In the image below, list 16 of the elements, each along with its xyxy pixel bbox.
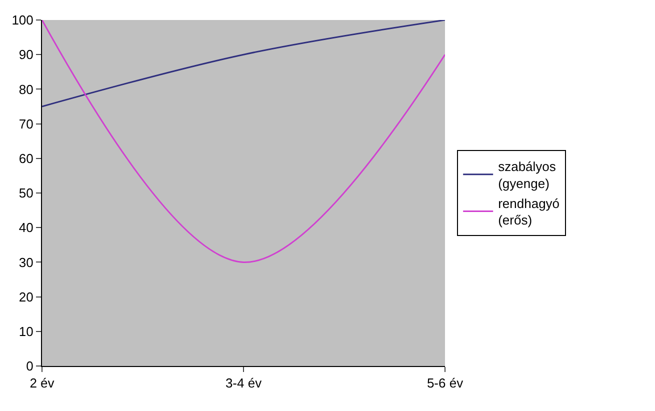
legend-label: szabályos (gyenge)	[498, 159, 556, 191]
y-tick-label: 0	[26, 358, 34, 374]
y-tick-label: 50	[18, 186, 34, 201]
legend-label: rendhagyó (erős)	[498, 196, 560, 228]
y-tick-label: 70	[18, 116, 34, 132]
y-tick-label: 10	[18, 324, 34, 339]
y-tick-label: 90	[18, 47, 34, 62]
x-tick-label: 5-6 év	[426, 376, 464, 391]
y-tick-label: 40	[18, 220, 34, 236]
x-tick-label: 2 év	[30, 376, 55, 391]
y-tick-label: 30	[18, 254, 34, 270]
y-tick-label: 60	[18, 150, 34, 166]
y-tick-label: 100	[12, 12, 34, 28]
y-tick-label: 80	[18, 82, 34, 97]
y-tick-label: 20	[18, 289, 34, 304]
x-tick-label: 3-4 év	[225, 376, 262, 391]
